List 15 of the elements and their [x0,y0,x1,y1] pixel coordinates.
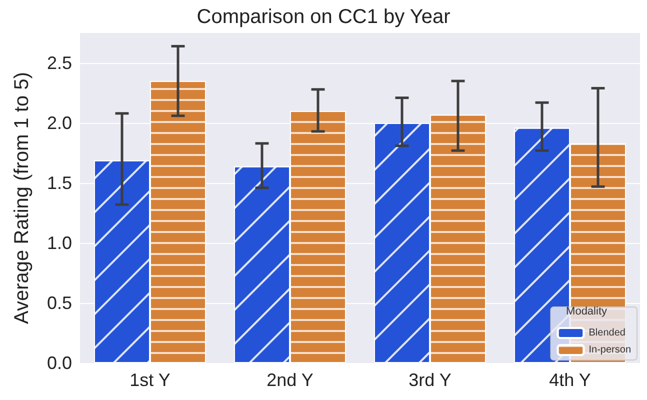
x-tick-label: 2nd Y [266,370,314,390]
y-axis-title: Average Rating (from 1 to 5) [11,72,33,324]
x-tick-label: 4th Y [549,370,591,390]
legend-label: Blended [588,328,626,338]
y-tick-label: 1.0 [46,233,72,253]
legend-label: In-person [588,344,632,356]
chart-title: Comparison on CC1 by Year [196,6,451,28]
legend-title: Modality [566,306,608,318]
y-tick-label: 1.5 [46,173,72,193]
x-tick-label: 3rd Y [408,370,452,390]
y-tick-label: 2.0 [46,113,72,133]
y-tick-label: 0.5 [46,293,72,313]
y-tick-label: 2.5 [46,53,72,73]
y-tick-label: 0.0 [46,353,72,373]
x-tick-label: 1st Y [130,370,170,390]
